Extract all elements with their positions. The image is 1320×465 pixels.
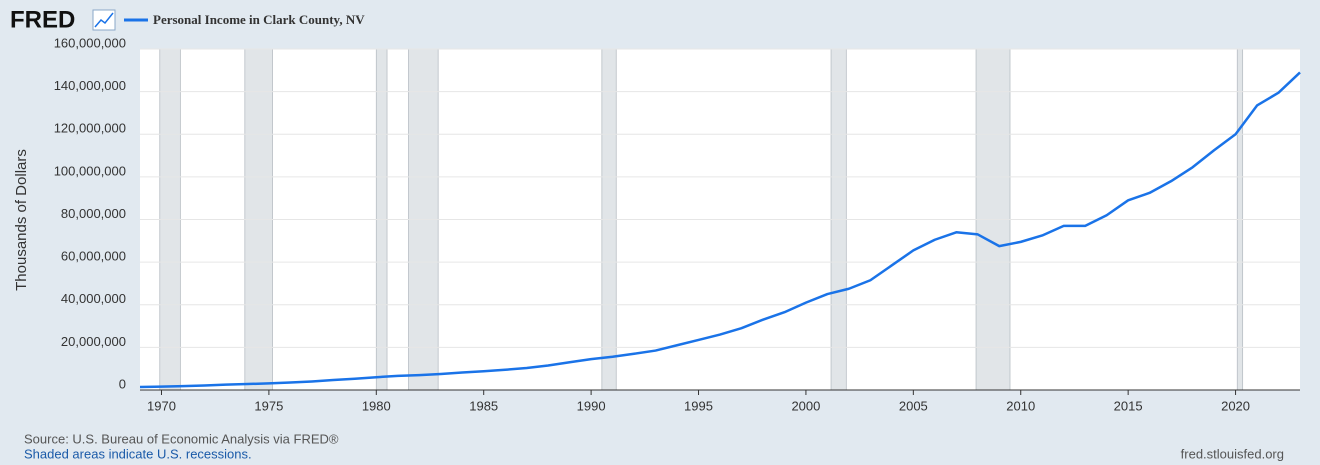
y-tick-label: 140,000,000 (54, 78, 126, 93)
x-tick-label: 1995 (684, 398, 713, 413)
x-tick-label: 1990 (577, 398, 606, 413)
y-tick-label: 20,000,000 (61, 334, 126, 349)
source: Source: U.S. Bureau of Economic Analysis… (24, 431, 339, 446)
footer: fred.stlouisfed.org (1181, 446, 1284, 461)
logo-icon (92, 9, 116, 31)
x-tick-label: 1980 (362, 398, 391, 413)
note: Shaded areas indicate U.S. recessions. (24, 446, 252, 461)
x-tick-label: 2010 (1006, 398, 1035, 413)
y-tick-label: 60,000,000 (61, 249, 126, 264)
y-tick-label: 100,000,000 (54, 163, 126, 178)
y-tick-label: 40,000,000 (61, 291, 126, 306)
y-tick-label: 160,000,000 (54, 35, 126, 50)
y-tick-label: 120,000,000 (54, 121, 126, 136)
line-series (139, 71, 1301, 389)
x-tick-label: 2015 (1114, 398, 1143, 413)
x-tick-label: 1975 (254, 398, 283, 413)
y-tick-label: 0 (119, 376, 126, 391)
logo: FRED (10, 6, 75, 33)
y-tick-label: 80,000,000 (61, 206, 126, 221)
x-tick-label: 2000 (791, 398, 820, 413)
x-tick-label: 1985 (469, 398, 498, 413)
y-axis-title: Thousands of Dollars (13, 149, 30, 291)
x-tick-label: 2005 (899, 398, 928, 413)
x-tick-label: 1970 (147, 398, 176, 413)
legend-label: Personal Income in Clark County, NV (153, 12, 365, 27)
x-tick-label: 2020 (1221, 398, 1250, 413)
